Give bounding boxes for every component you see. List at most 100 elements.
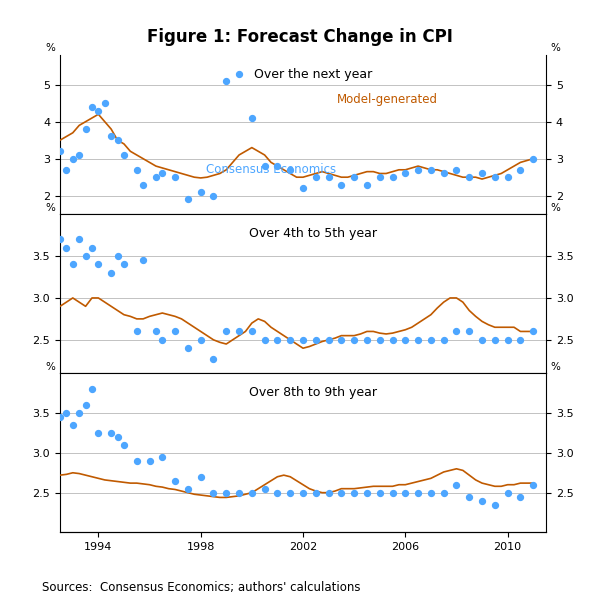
Point	[388, 335, 397, 345]
Point	[62, 165, 71, 174]
Point	[272, 488, 282, 498]
Point	[221, 327, 231, 337]
Point	[74, 150, 84, 160]
Point	[234, 488, 244, 498]
Point	[388, 488, 397, 498]
Point	[439, 168, 448, 178]
Point	[170, 327, 180, 337]
Point	[132, 165, 142, 174]
Point	[324, 488, 334, 498]
Point	[68, 420, 77, 430]
Point	[298, 488, 308, 498]
Point	[113, 432, 122, 442]
Point	[158, 168, 167, 178]
Point	[94, 259, 103, 269]
Point	[401, 168, 410, 178]
Point	[515, 491, 525, 501]
Point	[209, 488, 218, 498]
Point	[401, 335, 410, 345]
Point	[260, 161, 269, 171]
Point	[349, 335, 359, 345]
Text: Consensus Economics: Consensus Economics	[206, 163, 336, 176]
Point	[106, 428, 116, 438]
Point	[311, 335, 320, 345]
Point	[426, 488, 436, 498]
Point	[349, 488, 359, 498]
Text: Model-generated: Model-generated	[337, 93, 438, 106]
Point	[260, 335, 269, 345]
Point	[477, 168, 487, 178]
Point	[221, 76, 231, 86]
Point	[196, 187, 205, 197]
Point	[529, 327, 538, 337]
Point	[183, 195, 193, 204]
Point	[100, 99, 110, 108]
Point	[464, 173, 474, 182]
Text: %: %	[551, 203, 561, 212]
Point	[413, 165, 423, 174]
Point	[362, 180, 372, 190]
Point	[298, 184, 308, 193]
Text: Over the next year: Over the next year	[254, 68, 372, 81]
Point	[490, 499, 500, 509]
Point	[477, 496, 487, 506]
Text: Figure 1: Forecast Change in CPI: Figure 1: Forecast Change in CPI	[147, 28, 453, 45]
Point	[183, 483, 193, 493]
Point	[132, 327, 142, 337]
Text: %: %	[45, 362, 55, 371]
Point	[490, 173, 500, 182]
Text: %: %	[551, 362, 561, 371]
Point	[81, 124, 91, 134]
Point	[426, 335, 436, 345]
Point	[170, 173, 180, 182]
Point	[439, 335, 448, 345]
Point	[81, 251, 91, 261]
Point	[209, 354, 218, 364]
Point	[132, 456, 142, 466]
Point	[119, 150, 129, 160]
Point	[375, 335, 385, 345]
Point	[74, 234, 84, 244]
Point	[503, 173, 512, 182]
Point	[375, 173, 385, 182]
Point	[272, 335, 282, 345]
Point	[337, 335, 346, 345]
Point	[196, 335, 205, 345]
Point	[311, 488, 320, 498]
Point	[87, 384, 97, 394]
Point	[74, 408, 84, 418]
Point	[55, 146, 65, 156]
Point	[196, 472, 205, 482]
Text: Over 8th to 9th year: Over 8th to 9th year	[249, 386, 377, 399]
Point	[426, 165, 436, 174]
Point	[94, 428, 103, 438]
Point	[234, 69, 244, 78]
Point	[94, 106, 103, 116]
Point	[413, 335, 423, 345]
Point	[221, 488, 231, 498]
Point	[234, 327, 244, 337]
Point	[362, 335, 372, 345]
Point	[113, 135, 122, 145]
Point	[452, 480, 461, 490]
Point	[477, 335, 487, 345]
Point	[452, 165, 461, 174]
Point	[119, 440, 129, 450]
Point	[55, 412, 65, 422]
Point	[158, 335, 167, 345]
Point	[439, 488, 448, 498]
Point	[324, 173, 334, 182]
Point	[145, 456, 154, 466]
Point	[529, 154, 538, 163]
Point	[349, 173, 359, 182]
Point	[515, 335, 525, 345]
Point	[139, 180, 148, 190]
Point	[464, 491, 474, 501]
Text: Over 4th to 5th year: Over 4th to 5th year	[249, 227, 377, 240]
Point	[170, 476, 180, 486]
Text: Sources:  Consensus Economics; authors' calculations: Sources: Consensus Economics; authors' c…	[42, 581, 361, 594]
Point	[119, 259, 129, 269]
Point	[106, 132, 116, 141]
Point	[490, 335, 500, 345]
Point	[62, 243, 71, 253]
